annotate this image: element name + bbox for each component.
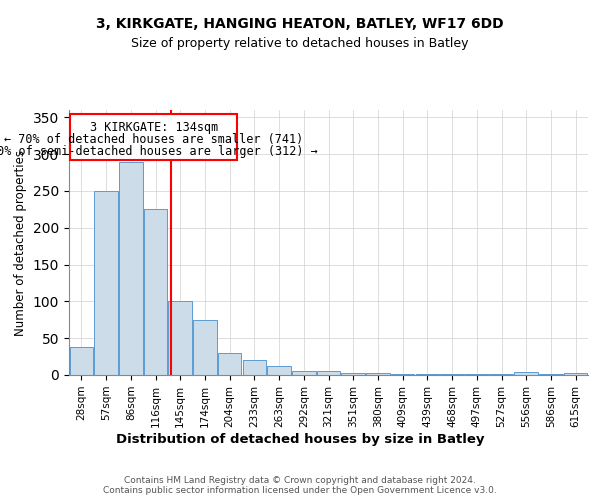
Bar	[341, 373, 365, 375]
Bar	[366, 373, 389, 375]
Bar	[193, 320, 217, 375]
Bar	[539, 374, 563, 375]
Bar	[268, 366, 291, 375]
Text: 3, KIRKGATE, HANGING HEATON, BATLEY, WF17 6DD: 3, KIRKGATE, HANGING HEATON, BATLEY, WF1…	[96, 18, 504, 32]
Y-axis label: Number of detached properties: Number of detached properties	[14, 150, 28, 336]
Text: 30% of semi-detached houses are larger (312) →: 30% of semi-detached houses are larger (…	[0, 146, 317, 158]
Text: Distribution of detached houses by size in Batley: Distribution of detached houses by size …	[116, 432, 484, 446]
Bar	[416, 374, 439, 375]
Bar	[144, 210, 167, 375]
Bar	[564, 373, 587, 375]
Text: ← 70% of detached houses are smaller (741): ← 70% of detached houses are smaller (74…	[4, 133, 303, 146]
FancyBboxPatch shape	[70, 114, 237, 160]
Bar	[465, 374, 488, 375]
Bar	[317, 372, 340, 375]
Bar	[218, 353, 241, 375]
Bar	[119, 162, 143, 375]
Bar	[391, 374, 415, 375]
Bar	[440, 374, 464, 375]
Bar	[292, 370, 316, 375]
Bar	[94, 191, 118, 375]
Bar	[242, 360, 266, 375]
Bar	[490, 374, 513, 375]
Text: 3 KIRKGATE: 134sqm: 3 KIRKGATE: 134sqm	[89, 120, 218, 134]
Bar	[514, 372, 538, 375]
Text: Contains HM Land Registry data © Crown copyright and database right 2024.
Contai: Contains HM Land Registry data © Crown c…	[103, 476, 497, 495]
Bar	[70, 347, 93, 375]
Text: Size of property relative to detached houses in Batley: Size of property relative to detached ho…	[131, 38, 469, 51]
Bar	[169, 300, 192, 375]
